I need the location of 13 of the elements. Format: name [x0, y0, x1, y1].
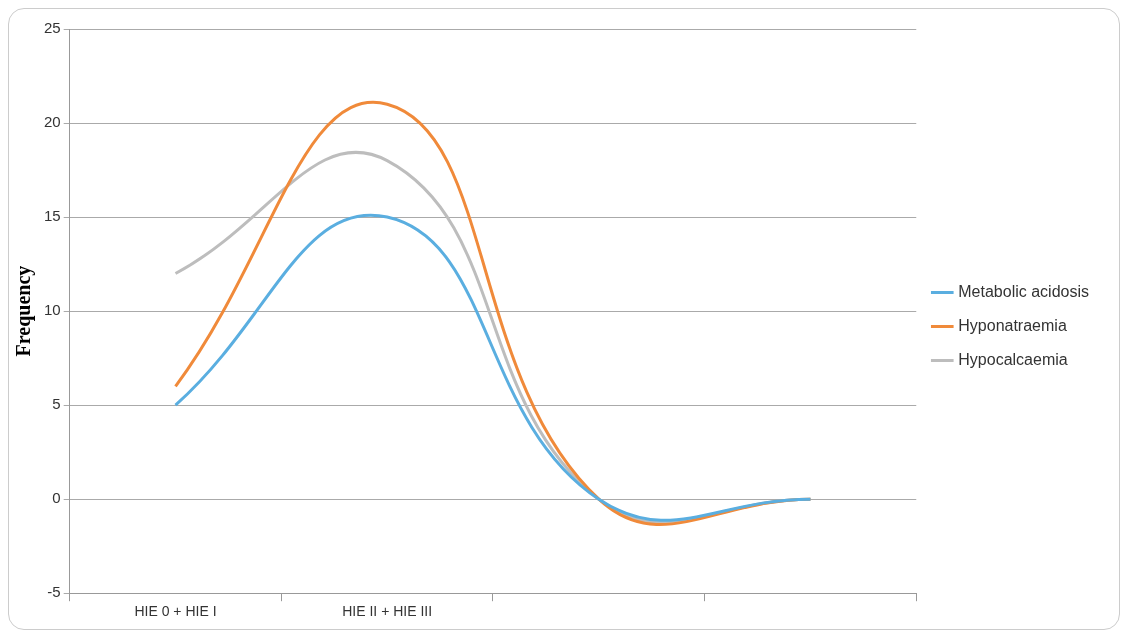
y-tick-label: 10	[44, 301, 61, 319]
y-tick-label: 5	[52, 395, 61, 413]
y-axis-title: Frequency	[12, 265, 36, 357]
y-tick-label: 25	[44, 19, 61, 37]
y-tick-label: 20	[44, 113, 61, 131]
y-tick-label: -5	[47, 583, 61, 601]
x-tick-label: HIE 0 + HIE I	[134, 603, 217, 620]
y-tick-label: 15	[44, 207, 61, 225]
x-tick-label: HIE II + HIE III	[342, 603, 433, 620]
y-tick-label: 0	[52, 489, 61, 507]
legend-label: Hyponatraemia	[958, 316, 1067, 334]
legend-label: Metabolic acidosis	[958, 282, 1090, 300]
legend-label: Hypocalcaemia	[958, 350, 1068, 368]
